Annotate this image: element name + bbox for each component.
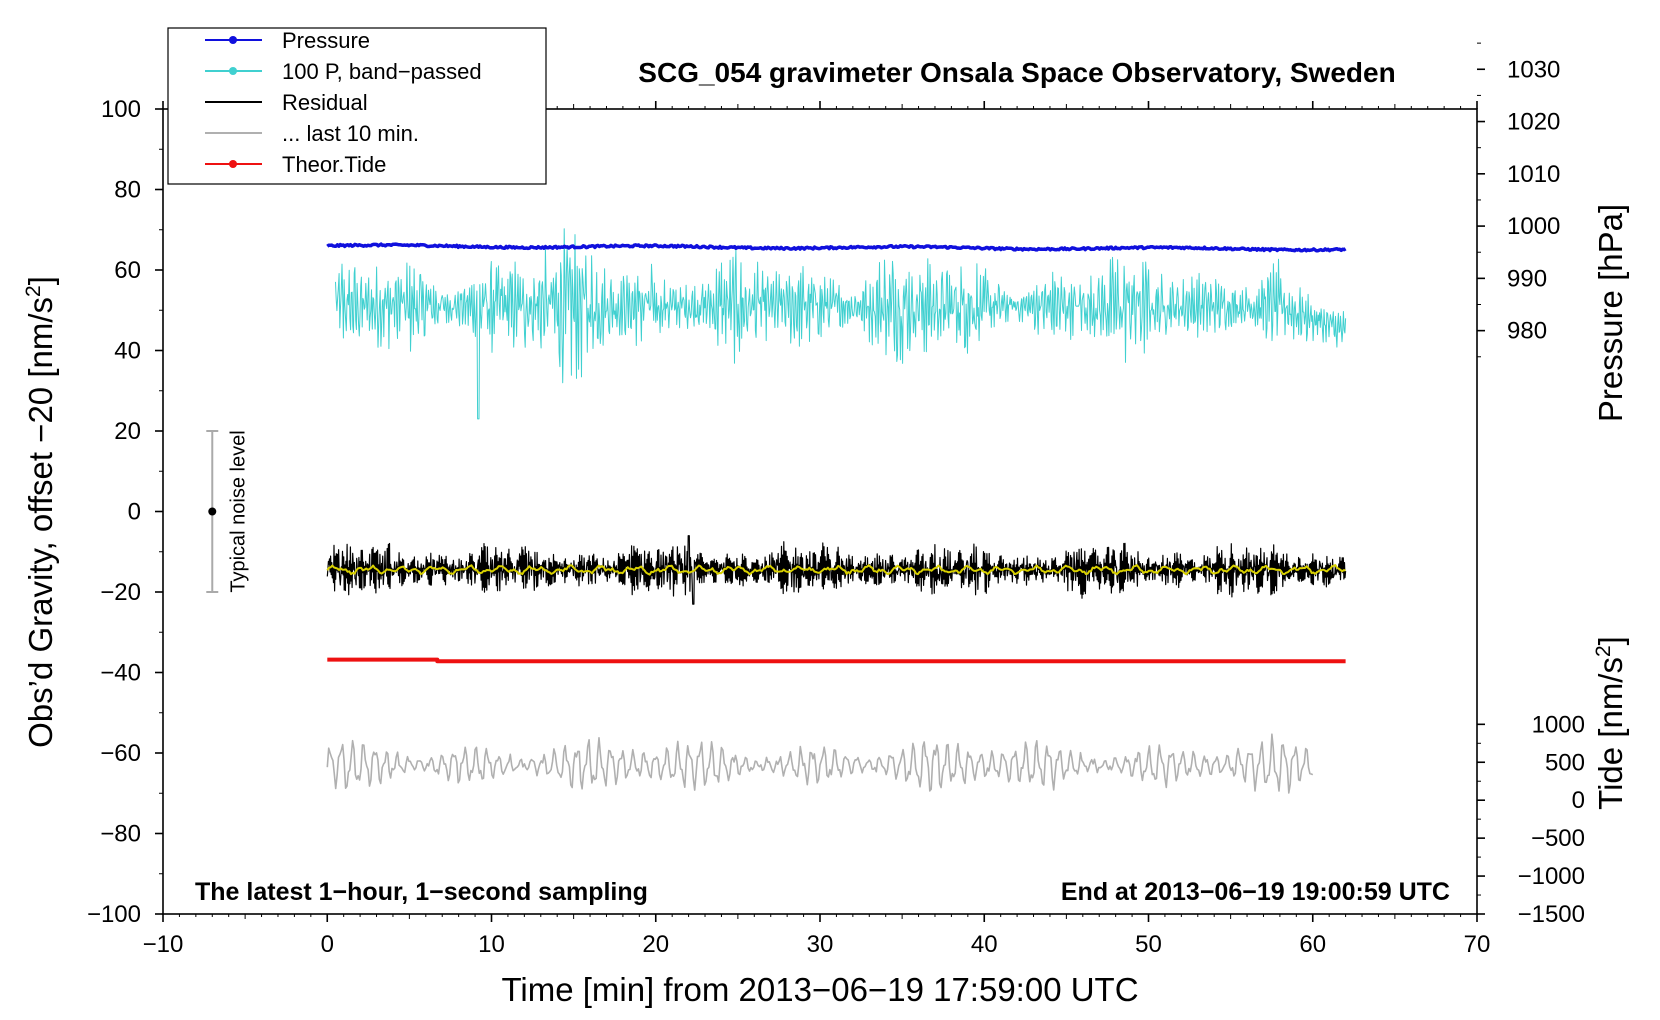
legend-label: Pressure bbox=[282, 28, 370, 53]
x-axis-title: Time [min] from 2013−06−19 17:59:00 UTC bbox=[501, 971, 1138, 1008]
x-tick-label: 30 bbox=[807, 931, 834, 958]
x-tick-label: 10 bbox=[478, 931, 505, 958]
noise-label: Typical noise level bbox=[227, 430, 249, 592]
series-residual bbox=[326, 535, 1347, 605]
legend-label: 100 P, band−passed bbox=[282, 59, 482, 84]
pressure-tick-label: 1000 bbox=[1507, 213, 1560, 240]
series-theoretical-tide bbox=[327, 657, 1346, 664]
x-tick-label: 70 bbox=[1464, 931, 1491, 958]
y-axis-title-sup: 2 bbox=[22, 285, 45, 297]
y-tick-label: −40 bbox=[100, 660, 141, 687]
series-bandpassed-pressure bbox=[335, 228, 1347, 420]
x-tick-label: 20 bbox=[642, 931, 669, 958]
tide-axis-title-close: ] bbox=[1592, 636, 1629, 645]
tide-tick-label: 1000 bbox=[1532, 711, 1585, 738]
y-tick-label: −60 bbox=[100, 740, 141, 767]
tide-tick-label: −1500 bbox=[1518, 901, 1585, 928]
x-tick-label: 60 bbox=[1299, 931, 1326, 958]
y-tick-label: −20 bbox=[100, 579, 141, 606]
y-axis-title-close: ] bbox=[22, 276, 59, 285]
pressure-tick-label: 990 bbox=[1507, 265, 1547, 292]
legend-label: Theor.Tide bbox=[282, 152, 386, 177]
chart-title: SCG_054 gravimeter Onsala Space Observat… bbox=[638, 57, 1395, 88]
series-residual-smoothed bbox=[326, 564, 1346, 576]
noise-center-dot bbox=[208, 507, 217, 516]
legend-marker bbox=[229, 36, 237, 44]
tide-tick-label: 500 bbox=[1545, 749, 1585, 776]
pressure-tick-label: 1020 bbox=[1507, 109, 1560, 136]
x-tick-label: −10 bbox=[143, 931, 184, 958]
legend-box bbox=[167, 27, 547, 185]
x-tick-label: 50 bbox=[1135, 931, 1162, 958]
series-last-10-min bbox=[326, 733, 1314, 794]
y-axis-tide: −1500 −1000 −500 0 500 1000 bbox=[1477, 711, 1585, 928]
y-axis-left: −100 −80 −60 −40 −20 0 20 40 60 80 100 bbox=[87, 96, 163, 928]
tide-axis-title-main: Tide [nm/s bbox=[1592, 657, 1629, 810]
pressure-tick-label: 1030 bbox=[1507, 56, 1560, 83]
y-axis-pressure: 980 990 1000 1010 1020 1030 bbox=[1477, 42, 1560, 358]
note-end-time: End at 2013−06−19 19:00:59 UTC bbox=[1061, 878, 1450, 906]
tide-axis-title-sup: 2 bbox=[1592, 645, 1615, 657]
y-tick-label: 100 bbox=[101, 96, 141, 123]
series-pressure bbox=[326, 242, 1347, 253]
legend-marker bbox=[229, 160, 237, 168]
tide-axis-title: Tide [nm/s2] bbox=[1592, 636, 1629, 810]
tide-tick-label: −1000 bbox=[1518, 863, 1585, 890]
y-tick-label: 20 bbox=[114, 418, 141, 445]
noise-indicator: Typical noise level bbox=[206, 430, 249, 593]
tide-tick-label: −500 bbox=[1531, 825, 1585, 852]
y-tick-label: 0 bbox=[128, 499, 141, 526]
y-tick-label: −80 bbox=[100, 821, 141, 848]
note-sampling: The latest 1−hour, 1−second sampling bbox=[195, 878, 648, 906]
y-tick-label: 40 bbox=[114, 338, 141, 365]
legend-label: ... last 10 min. bbox=[282, 121, 419, 146]
y-tick-label: −100 bbox=[87, 901, 141, 928]
y-axis-title: Obs’d Gravity, offset −20 [nm/s2] bbox=[22, 276, 59, 748]
series-layer bbox=[326, 228, 1347, 794]
x-axis: −10 0 10 20 30 40 50 60 70 bbox=[143, 101, 1491, 958]
legend: Pressure 100 P, band−passed Residual ... la… bbox=[167, 27, 547, 185]
y-tick-label: 60 bbox=[114, 257, 141, 284]
y-tick-label: 80 bbox=[114, 177, 141, 204]
pressure-axis-title: Pressure [hPa] bbox=[1592, 204, 1629, 422]
legend-label: Residual bbox=[282, 90, 368, 115]
pressure-tick-label: 1010 bbox=[1507, 161, 1560, 188]
x-tick-label: 0 bbox=[321, 931, 334, 958]
y-axis-title-main: Obs’d Gravity, offset −20 [nm/s bbox=[22, 297, 59, 748]
x-tick-label: 40 bbox=[971, 931, 998, 958]
tide-tick-label: 0 bbox=[1572, 787, 1585, 814]
legend-marker bbox=[229, 67, 237, 75]
pressure-tick-label: 980 bbox=[1507, 318, 1547, 345]
